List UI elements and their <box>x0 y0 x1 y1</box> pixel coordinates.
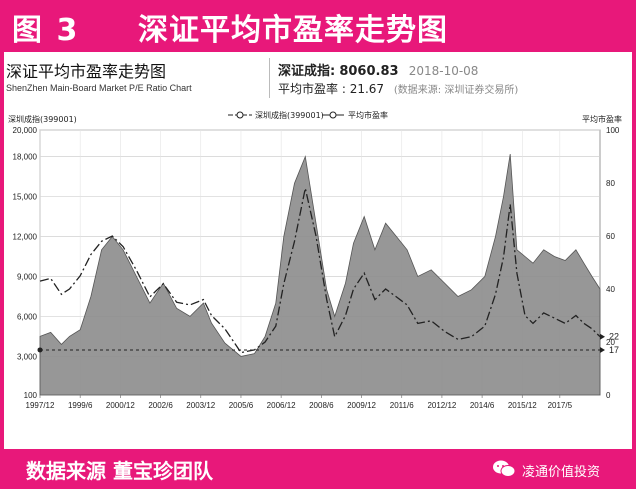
x-tick-labels: 1997/12 1999/6 2000/12 2002/6 2003/12 2005/6 2… <box>26 401 573 410</box>
reference-line-label: 17 <box>609 345 619 355</box>
x-tick-label: 2000/12 <box>106 401 135 410</box>
right-axis-label: 平均市盈率 <box>582 114 622 124</box>
legend-pe-label: 平均市盈率 <box>348 110 388 120</box>
data-credit: 数据来源 董宝珍团队 <box>26 459 213 483</box>
x-tick-label: 2012/12 <box>427 401 456 410</box>
x-tick-label: 2015/12 <box>508 401 537 410</box>
left-axis-label: 深圳成指(399001) <box>8 114 77 124</box>
left-tick-label: 6,000 <box>17 312 38 321</box>
left-tick-label: 18,000 <box>13 153 38 162</box>
index-info: 深证成指: 8060.83 2018-10-08 <box>278 60 478 79</box>
right-tick-label: 60 <box>606 232 615 241</box>
x-tick-label: 1999/6 <box>68 401 93 410</box>
right-tick-label: 20 <box>606 338 615 347</box>
brand-name: 凌通价值投资 <box>522 465 601 480</box>
right-tick-label: 0 <box>606 391 611 400</box>
x-tick-label: 2017/5 <box>548 401 573 410</box>
index-label: 深证成指: <box>278 64 336 79</box>
pe-chart: 20,000 18,000 15,000 12,000 9,000 6,000 3,000 1… <box>8 110 622 410</box>
x-tick-label: 1997/12 <box>26 401 55 410</box>
index-area-series <box>39 153 601 396</box>
pe-info: 平均市盈率 : 21.67 (数据来源: 深圳证券交易所) <box>278 80 518 97</box>
chart-title: 深证平均市盈率走势图 <box>6 62 167 81</box>
right-tick-label: 80 <box>606 179 615 188</box>
current-pe-arrow <box>600 333 605 340</box>
bottom-banner: 数据来源 董宝珍团队 凌通价值投资 <box>0 449 636 489</box>
top-banner: 图 3 深证平均市盈率走势图 <box>0 0 636 52</box>
x-tick-label: 2006/12 <box>267 401 296 410</box>
header-divider <box>269 58 270 98</box>
x-tick-label: 2008/6 <box>309 401 334 410</box>
wechat-icon <box>493 460 516 477</box>
axes-layer: 20,000 18,000 15,000 12,000 9,000 6,000 3,000 1… <box>13 126 620 400</box>
banner-title: 深证平均市盈率走势图 <box>138 13 448 48</box>
legend-index-marker <box>236 111 244 119</box>
pe-label: 平均市盈率 : <box>278 82 350 96</box>
data-source: (数据来源: 深圳证券交易所) <box>393 85 519 96</box>
figure-label: 图 3 <box>12 13 80 48</box>
x-tick-label: 2005/6 <box>229 401 254 410</box>
x-tick-label: 2003/12 <box>186 401 215 410</box>
left-tick-label: 3,000 <box>17 352 38 361</box>
left-tick-label: 15,000 <box>13 193 38 202</box>
reference-line-arrow <box>600 346 605 353</box>
x-tick-label: 2011/6 <box>390 401 414 410</box>
right-tick-label: 100 <box>606 126 620 135</box>
chart-subtitle: ShenZhen Main-Board Market P/E Ratio Cha… <box>6 83 192 93</box>
index-value: 8060.83 <box>339 64 399 79</box>
x-tick-label: 2009/12 <box>347 401 376 410</box>
left-tick-label: 20,000 <box>13 126 38 135</box>
pe-line-series <box>39 188 601 354</box>
legend-pe-marker <box>329 111 337 119</box>
right-tick-label: 40 <box>606 285 615 294</box>
x-tick-label: 2002/6 <box>148 401 173 410</box>
legend-index-label: 深圳成指(399001) <box>255 110 324 120</box>
left-tick-label: 9,000 <box>17 272 38 281</box>
pe-value: 21.67 <box>349 82 385 96</box>
reference-line-start-marker <box>37 347 43 353</box>
chart-legend: 深圳成指(399001) 平均市盈率 <box>228 110 388 120</box>
left-tick-label: 12,000 <box>13 233 38 242</box>
left-tick-label: 100 <box>24 391 38 400</box>
current-pe-label: 22 <box>609 332 619 342</box>
data-date: 2018-10-08 <box>408 64 479 78</box>
x-tick-label: 2014/6 <box>470 401 495 410</box>
